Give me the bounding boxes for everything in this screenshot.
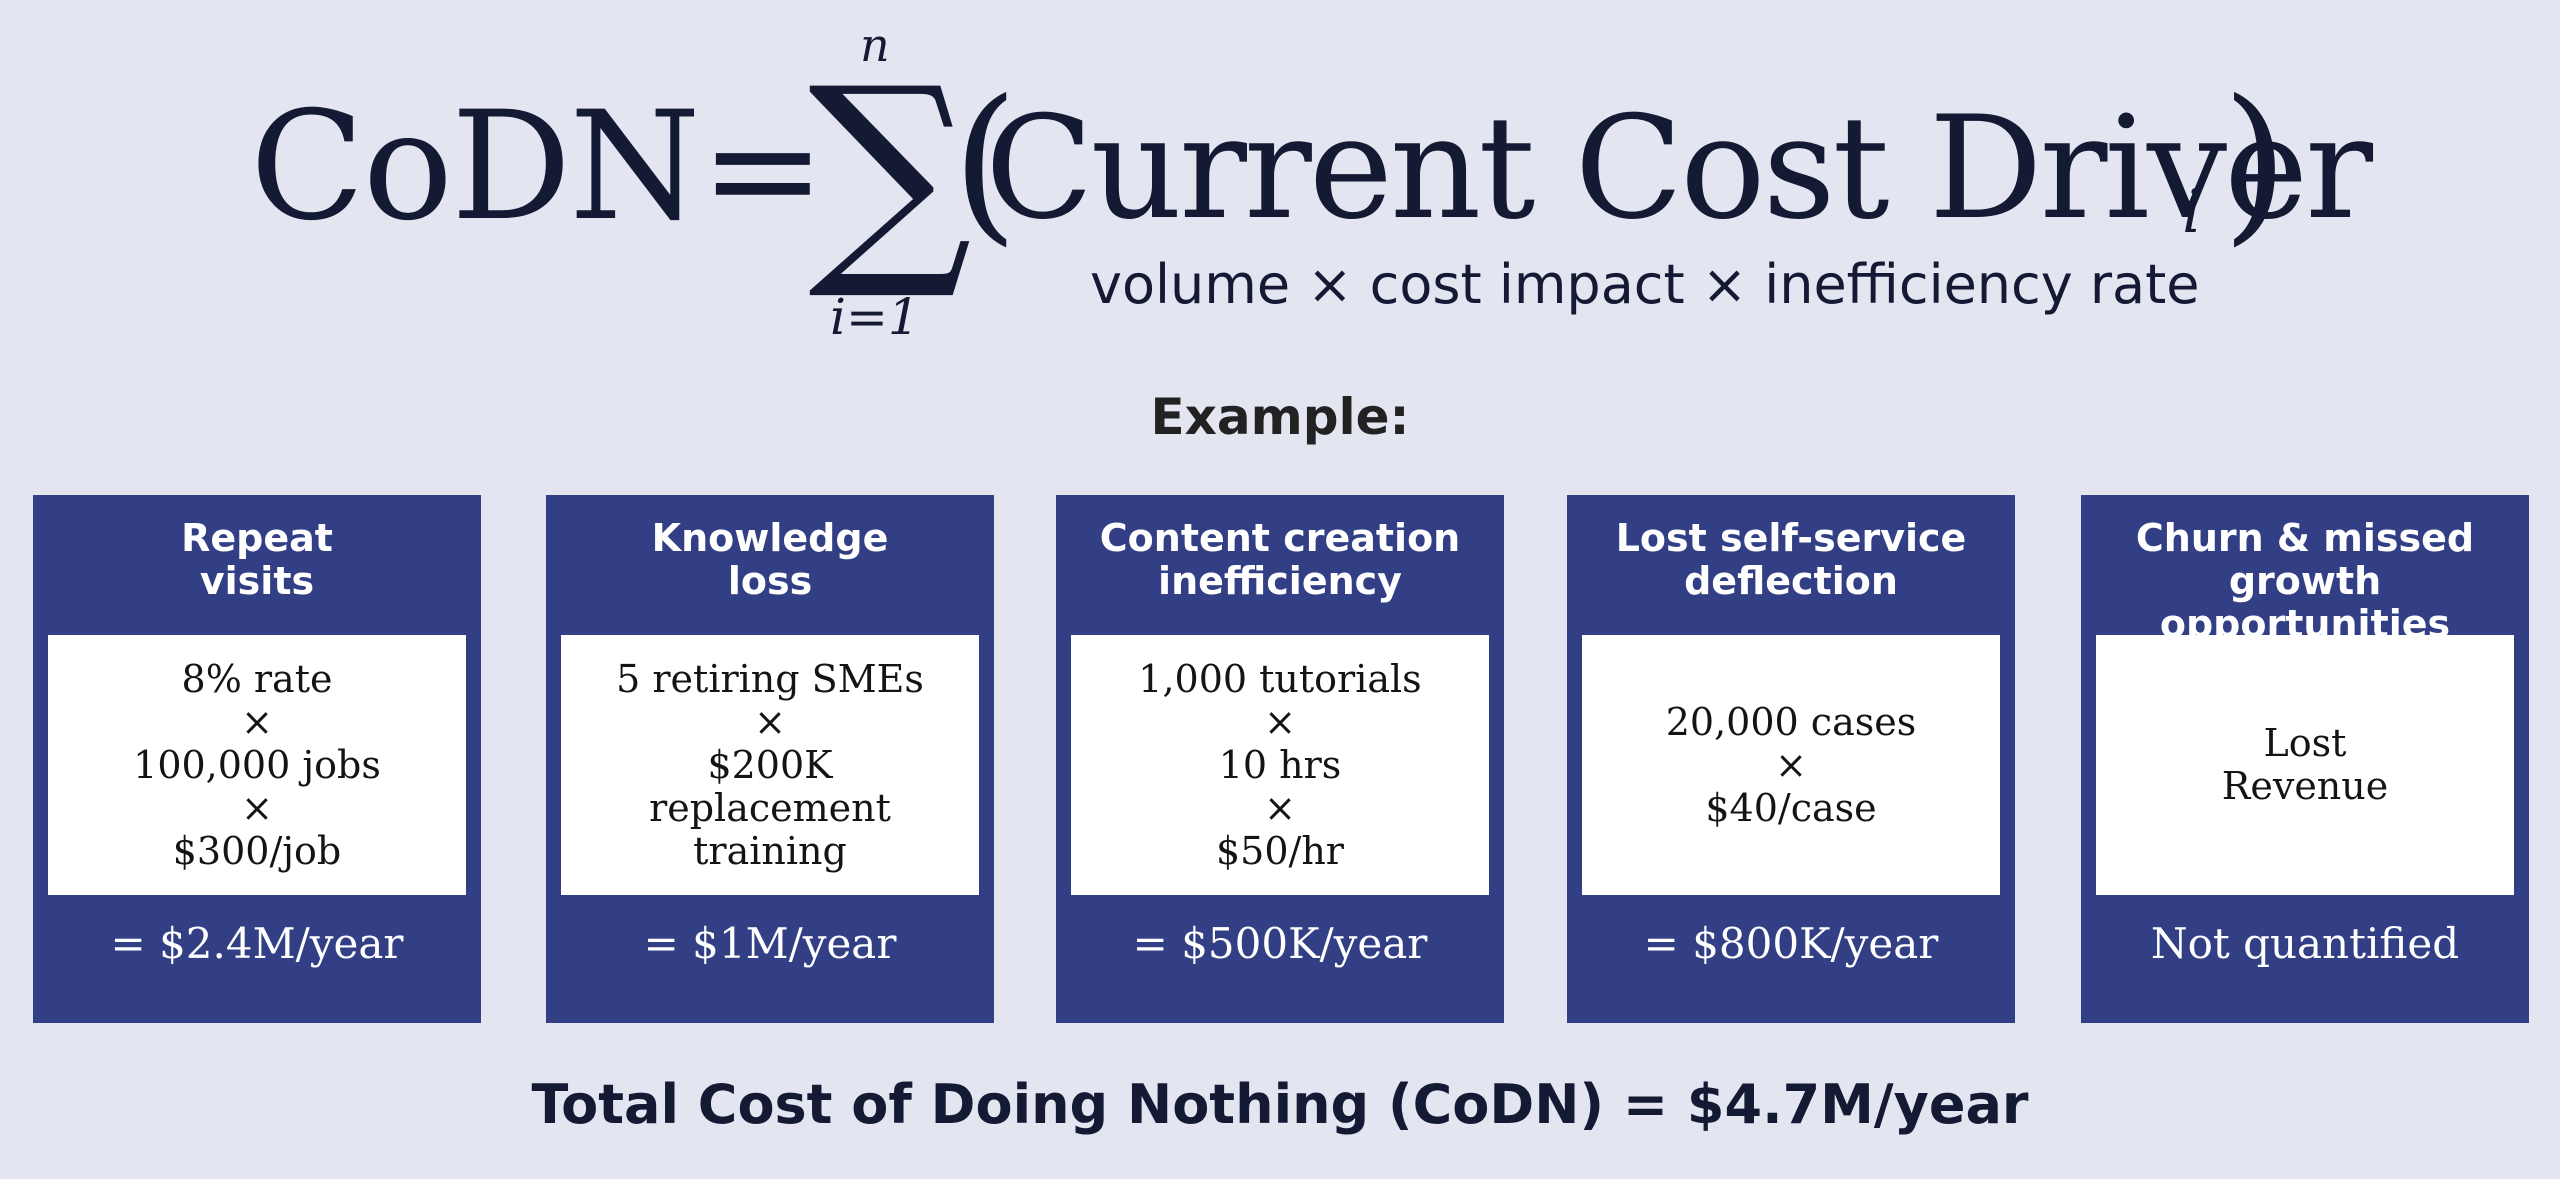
card-calculation: 20,000 cases × $40/case [1582, 635, 2000, 895]
card-title-line: visits [199, 559, 315, 603]
calc-line: $40/case [1705, 785, 1877, 830]
card-title: Repeat visits [33, 517, 481, 603]
card-calculation: 5 retiring SMEs × $200K replacement trai… [561, 635, 979, 895]
total-codn: Total Cost of Doing Nothing (CoDN) = $4.… [531, 1073, 2029, 1136]
codn-formula: CoDN = n ∑ i=1 ( Current Cost Driver i )… [0, 0, 2560, 360]
card-title-line: Churn & missed [2135, 516, 2475, 560]
card-result: Not quantified [2150, 919, 2460, 968]
card-title: Churn & missed growth opportunities [2081, 517, 2529, 646]
cost-driver-card-knowledge-loss: Knowledge loss 5 retiring SMEs × $200K r… [546, 495, 994, 1023]
formula-close-paren: ) [2222, 64, 2289, 262]
sum-upper-limit: n [860, 18, 890, 72]
formula-lhs: CoDN [250, 80, 701, 254]
calc-line: $50/hr [1216, 828, 1344, 873]
card-result: = $500K/year [1132, 919, 1428, 968]
calc-line: × [1264, 699, 1296, 744]
card-title-line: Knowledge [651, 516, 889, 560]
card-calculation: 1,000 tutorials × 10 hrs × $50/hr [1071, 635, 1489, 895]
calc-line: 10 hrs [1218, 742, 1342, 787]
calc-line: × [754, 699, 786, 744]
cost-driver-card-repeat-visits: Repeat visits 8% rate × 100,000 jobs × $… [33, 495, 481, 1023]
card-title: Lost self-service deflection [1567, 517, 2015, 603]
formula-equals-sign: = [700, 83, 826, 257]
calc-line: × [241, 699, 273, 744]
card-title: Knowledge loss [546, 517, 994, 603]
card-title-line: growth opportunities [2159, 559, 2451, 646]
calc-line: × [241, 785, 273, 830]
formula-term: Current Cost Driver [985, 86, 2373, 251]
calc-line: replacement [649, 785, 891, 830]
cost-driver-card-self-service: Lost self-service deflection 20,000 case… [1567, 495, 2015, 1023]
cost-driver-card-content-creation: Content creation inefficiency 1,000 tuto… [1056, 495, 1504, 1023]
calc-line: $300/job [172, 828, 342, 873]
card-title: Content creation inefficiency [1056, 517, 1504, 603]
sum-lower-limit: i=1 [830, 288, 920, 346]
card-result: = $800K/year [1643, 919, 1939, 968]
card-result: = $1M/year [643, 919, 897, 968]
calc-line: 1,000 tutorials [1138, 656, 1422, 701]
formula-open-paren: ( [952, 64, 1019, 262]
card-calculation: Lost Revenue [2096, 635, 2514, 895]
calc-line: 20,000 cases [1665, 699, 1917, 744]
card-title-line: deflection [1684, 559, 1898, 603]
calc-line: training [693, 828, 847, 873]
calc-line: × [1775, 742, 1807, 787]
example-heading: Example: [1150, 388, 1410, 446]
formula-term-subscript: i [2182, 177, 2202, 247]
calc-line: Lost [2263, 721, 2347, 765]
calc-line: 5 retiring SMEs [616, 656, 924, 701]
card-title-line: inefficiency [1158, 559, 1402, 603]
card-title-line: Content creation [1099, 516, 1461, 560]
card-title-line: loss [727, 559, 813, 603]
summation-symbol: ∑ [808, 39, 973, 306]
card-title-line: Lost self-service [1615, 516, 1967, 560]
card-calculation: 8% rate × 100,000 jobs × $300/job [48, 635, 466, 895]
card-title-line: Repeat [181, 516, 333, 560]
card-result: = $2.4M/year [110, 919, 404, 968]
calc-line: 100,000 jobs [133, 742, 381, 787]
formula-note: volume × cost impact × inefficiency rate [1090, 253, 2200, 316]
calc-line: Revenue [2221, 764, 2389, 808]
calc-line: 8% rate [181, 656, 333, 701]
cost-driver-card-churn: Churn & missed growth opportunities Lost… [2081, 495, 2529, 1023]
calc-line: $200K [707, 742, 833, 787]
calc-line: × [1264, 785, 1296, 830]
